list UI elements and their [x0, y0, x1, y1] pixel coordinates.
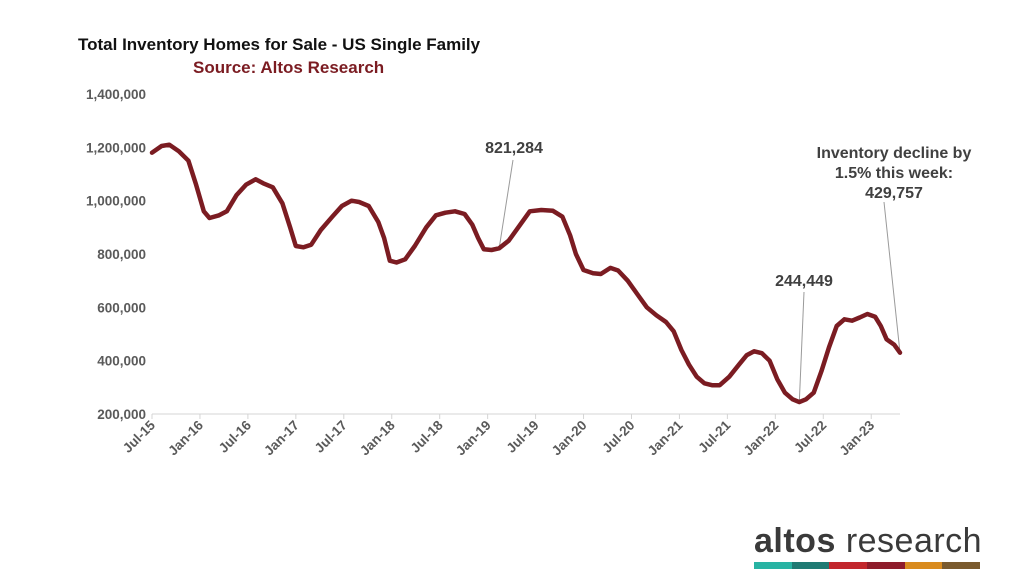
- series-lines: [149, 142, 903, 405]
- annotation-leader: [883, 201, 901, 353]
- x-tick-label: Jan-17: [261, 418, 302, 459]
- logo-color-segment: [829, 562, 868, 569]
- logo-word-research: research: [845, 522, 983, 560]
- y-tick-label: 800,000: [97, 247, 146, 262]
- x-tick-label: Jul-15: [120, 417, 159, 456]
- x-tick-label: Jul-21: [695, 417, 734, 456]
- logo-color-segment: [904, 562, 943, 569]
- logo-color-segment: [791, 562, 830, 569]
- chart-subtitle: Source: Altos Research: [193, 58, 384, 77]
- x-tick-label: Jan-21: [645, 417, 686, 458]
- x-tick-label: Jul-17: [312, 418, 350, 456]
- annotation-leader: [798, 291, 805, 403]
- series-line: [149, 142, 903, 405]
- x-axis-tick-labels: Jul-15 Jan-16 Jul-16 Jan-17 Jul-17 Jan-18 Jul-…: [120, 417, 878, 458]
- annotation-text: 1.5% this week:: [835, 165, 953, 182]
- annotation-leader: [498, 159, 514, 249]
- y-tick-label: 400,000: [97, 354, 146, 369]
- x-tick-label: Jul-19: [504, 418, 542, 456]
- logo-color-segment: [754, 562, 792, 569]
- logo-color-bar: [754, 562, 981, 569]
- x-tick-label: Jan-22: [741, 418, 782, 459]
- y-axis-tick-labels: 200,000 400,000 600,000 800,000 1,000,000 1,2…: [86, 87, 146, 422]
- x-tick-label: Jan-19: [453, 418, 494, 459]
- annotation-text: 821,284: [485, 140, 543, 157]
- annotation-leader-lines: [498, 159, 901, 403]
- y-tick-label: 1,400,000: [86, 87, 146, 102]
- logo-color-segment: [942, 562, 981, 569]
- x-tick-label: Jul-16: [216, 417, 255, 456]
- x-tick-label: Jul-20: [599, 418, 637, 456]
- annotation-text: Inventory decline by: [817, 145, 972, 162]
- y-tick-label: 200,000: [97, 407, 146, 422]
- logo-wordmark: altos research: [754, 522, 983, 560]
- x-tick-label: Jul-18: [408, 417, 447, 456]
- y-tick-label: 1,000,000: [86, 194, 146, 209]
- y-tick-label: 1,200,000: [86, 140, 146, 155]
- chart-axes: [151, 413, 900, 419]
- x-tick-label: Jan-20: [549, 418, 590, 459]
- annotation-text: 429,757: [865, 185, 923, 202]
- y-tick-label: 600,000: [97, 300, 146, 315]
- logo-word-altos: altos: [754, 522, 836, 560]
- x-tick-label: Jan-16: [165, 417, 206, 458]
- x-tick-label: Jul-22: [791, 418, 829, 456]
- annotation-text: 244,449: [775, 273, 833, 290]
- annotation-labels: 821,284 244,449 Inventory decline by 1.5% t…: [485, 140, 971, 290]
- x-tick-label: Jan-18: [357, 417, 398, 458]
- chart-title: Total Inventory Homes for Sale - US Sing…: [78, 35, 481, 54]
- x-tick-label: Jan-23: [836, 417, 877, 458]
- logo-color-segment: [867, 562, 905, 569]
- altos-research-logo: altos research: [754, 522, 983, 569]
